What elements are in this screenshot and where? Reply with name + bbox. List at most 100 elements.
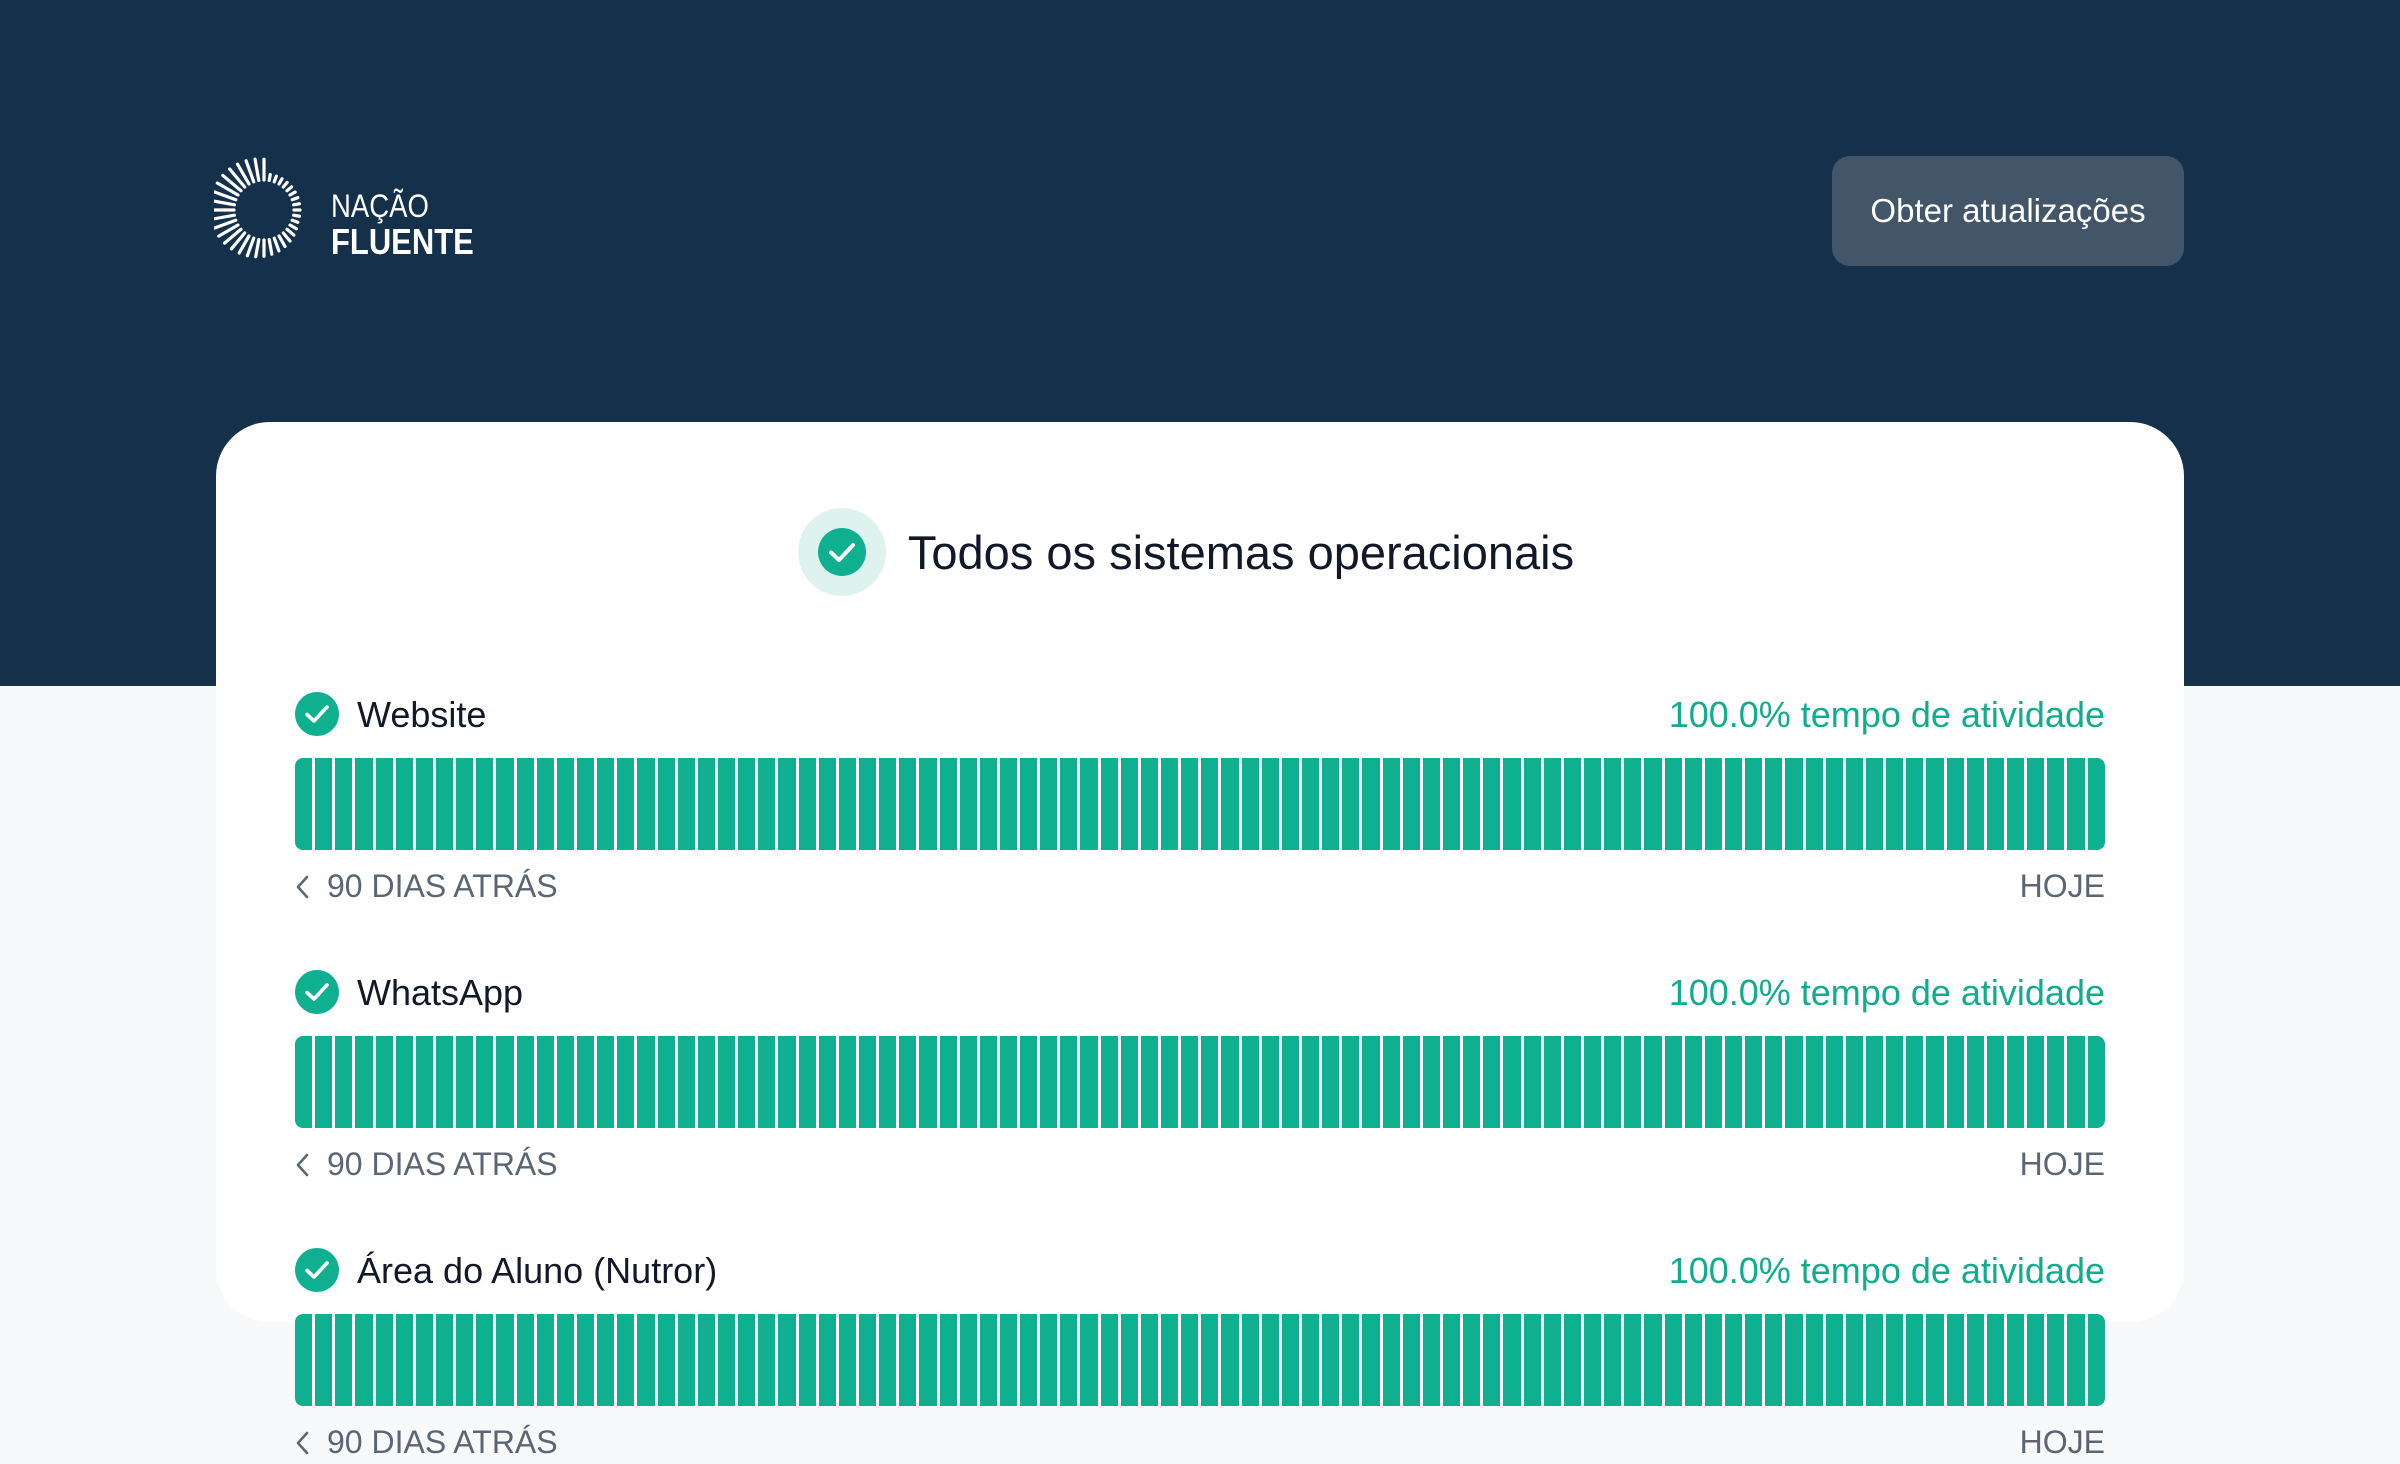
uptime-day-bar[interactable] — [697, 1314, 718, 1406]
uptime-day-bar[interactable] — [1543, 1314, 1564, 1406]
uptime-day-bar[interactable] — [1805, 758, 1826, 850]
uptime-day-bar[interactable] — [738, 1036, 759, 1128]
uptime-day-bar[interactable] — [1221, 758, 1242, 850]
uptime-day-bar[interactable] — [496, 1036, 517, 1128]
uptime-day-bar[interactable] — [798, 1314, 819, 1406]
uptime-day-bar[interactable] — [1946, 758, 1967, 850]
uptime-day-bar[interactable] — [1020, 1314, 1041, 1406]
uptime-day-bar[interactable] — [1302, 758, 1323, 850]
uptime-day-bar[interactable] — [1704, 758, 1725, 850]
uptime-day-bar[interactable] — [1704, 1314, 1725, 1406]
uptime-day-bar[interactable] — [1281, 758, 1303, 850]
uptime-day-bar[interactable] — [2047, 1036, 2068, 1128]
uptime-day-bar[interactable] — [1181, 1314, 1202, 1406]
uptime-day-bar[interactable] — [536, 1036, 557, 1128]
uptime-day-bar[interactable] — [1624, 1314, 1645, 1406]
uptime-day-bar[interactable] — [637, 1036, 658, 1128]
uptime-day-bar[interactable] — [1785, 1036, 1806, 1128]
uptime-day-bar[interactable] — [1584, 1314, 1605, 1406]
uptime-day-bar[interactable] — [1966, 758, 1987, 850]
uptime-day-bar[interactable] — [1644, 1314, 1665, 1406]
uptime-day-bar[interactable] — [295, 1314, 316, 1406]
uptime-day-bar[interactable] — [456, 1036, 477, 1128]
uptime-day-bar[interactable] — [1644, 1036, 1665, 1128]
uptime-day-bar[interactable] — [1120, 1314, 1141, 1406]
uptime-day-bar[interactable] — [1805, 1036, 1826, 1128]
uptime-day-bar[interactable] — [1825, 1036, 1846, 1128]
uptime-day-bar[interactable] — [1926, 1036, 1947, 1128]
uptime-day-bar[interactable] — [1624, 1036, 1645, 1128]
uptime-day-bar[interactable] — [1523, 1036, 1544, 1128]
uptime-day-bar[interactable] — [617, 1036, 638, 1128]
uptime-day-bar[interactable] — [717, 1314, 739, 1406]
uptime-day-bar[interactable] — [1604, 758, 1625, 850]
uptime-day-bar[interactable] — [1745, 1036, 1766, 1128]
uptime-day-bar[interactable] — [959, 1314, 980, 1406]
uptime-day-bar[interactable] — [375, 1036, 396, 1128]
uptime-day-bar[interactable] — [536, 1314, 557, 1406]
uptime-day-bar[interactable] — [758, 1314, 779, 1406]
uptime-day-bar[interactable] — [1281, 1036, 1303, 1128]
uptime-day-bar[interactable] — [456, 1314, 477, 1406]
uptime-day-bar[interactable] — [1100, 1314, 1121, 1406]
uptime-day-bar[interactable] — [1161, 1036, 1182, 1128]
uptime-day-bar[interactable] — [395, 758, 416, 850]
uptime-day-bar[interactable] — [677, 1314, 698, 1406]
uptime-day-bar[interactable] — [657, 1036, 678, 1128]
uptime-day-bar[interactable] — [2087, 1036, 2105, 1128]
uptime-day-bar[interactable] — [1060, 1036, 1081, 1128]
uptime-day-bar[interactable] — [1684, 1314, 1705, 1406]
uptime-day-bar[interactable] — [1563, 1314, 1584, 1406]
uptime-day-bar[interactable] — [315, 1036, 336, 1128]
uptime-day-bar[interactable] — [1302, 1036, 1323, 1128]
uptime-day-bar[interactable] — [979, 758, 1000, 850]
uptime-day-bar[interactable] — [1201, 1314, 1222, 1406]
uptime-day-bar[interactable] — [677, 758, 698, 850]
uptime-day-bar[interactable] — [1040, 758, 1061, 850]
uptime-day-bar[interactable] — [1563, 1036, 1584, 1128]
uptime-day-bar[interactable] — [1161, 1314, 1182, 1406]
uptime-day-bar[interactable] — [1906, 1314, 1927, 1406]
uptime-day-bar[interactable] — [2067, 1314, 2088, 1406]
uptime-day-bar[interactable] — [979, 1036, 1000, 1128]
uptime-day-bar[interactable] — [1362, 1314, 1383, 1406]
uptime-day-bar[interactable] — [1020, 758, 1041, 850]
uptime-day-bar[interactable] — [415, 1036, 436, 1128]
uptime-day-bar[interactable] — [315, 1314, 336, 1406]
uptime-day-bar[interactable] — [496, 758, 517, 850]
uptime-day-bar[interactable] — [355, 1314, 376, 1406]
uptime-day-bar[interactable] — [1886, 1036, 1907, 1128]
uptime-day-bar[interactable] — [2027, 758, 2048, 850]
uptime-day-bar[interactable] — [1664, 758, 1685, 850]
uptime-day-bar[interactable] — [556, 758, 577, 850]
uptime-day-bar[interactable] — [1986, 758, 2007, 850]
uptime-day-bar[interactable] — [1684, 1036, 1705, 1128]
uptime-day-bar[interactable] — [1402, 758, 1423, 850]
uptime-day-bar[interactable] — [1241, 1036, 1262, 1128]
uptime-day-bar[interactable] — [1120, 758, 1141, 850]
uptime-day-bar[interactable] — [1765, 758, 1786, 850]
uptime-day-bar[interactable] — [1624, 758, 1645, 850]
uptime-day-bar[interactable] — [1724, 758, 1746, 850]
uptime-day-bar[interactable] — [1604, 1314, 1625, 1406]
uptime-day-bar[interactable] — [2027, 1314, 2048, 1406]
uptime-day-bar[interactable] — [738, 758, 759, 850]
uptime-day-bar[interactable] — [1382, 1036, 1403, 1128]
uptime-day-bar[interactable] — [879, 758, 900, 850]
uptime-day-bar[interactable] — [818, 1036, 839, 1128]
uptime-day-bar[interactable] — [1422, 1314, 1444, 1406]
uptime-day-bar[interactable] — [657, 1314, 678, 1406]
uptime-day-bar[interactable] — [1342, 1314, 1363, 1406]
uptime-day-bar[interactable] — [1825, 758, 1846, 850]
uptime-day-bar[interactable] — [637, 758, 658, 850]
uptime-day-bar[interactable] — [2027, 1036, 2048, 1128]
uptime-day-bar[interactable] — [2087, 1314, 2105, 1406]
uptime-day-bar[interactable] — [1584, 1036, 1605, 1128]
uptime-day-bar[interactable] — [1201, 758, 1222, 850]
uptime-day-bar[interactable] — [1342, 1036, 1363, 1128]
uptime-day-bar[interactable] — [1443, 758, 1464, 850]
uptime-day-bar[interactable] — [979, 1314, 1000, 1406]
uptime-day-bar[interactable] — [415, 758, 436, 850]
uptime-day-bar[interactable] — [2006, 1036, 2028, 1128]
uptime-day-bar[interactable] — [1080, 1314, 1101, 1406]
